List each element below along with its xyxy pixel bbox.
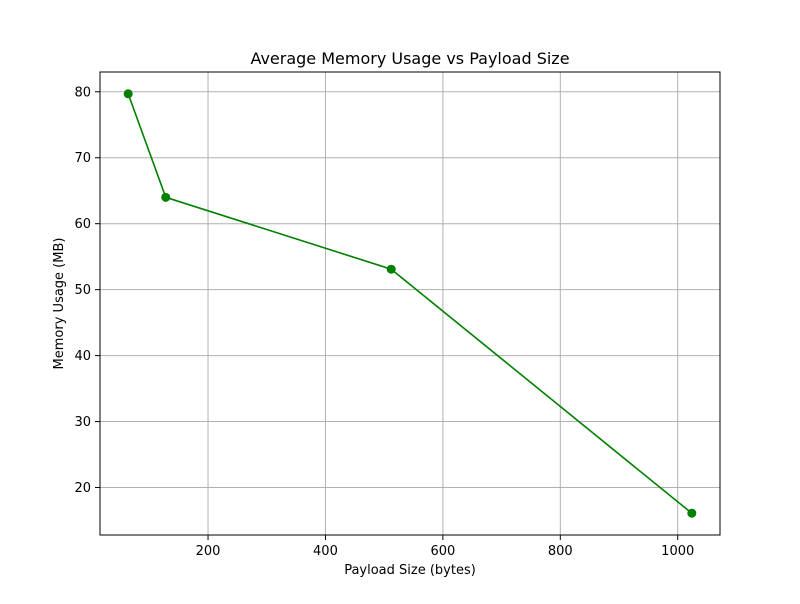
y-tick-label: 40	[74, 349, 91, 364]
y-tick-label: 50	[74, 283, 91, 298]
y-tick-label: 60	[74, 217, 91, 232]
x-tick-label: 400	[313, 544, 338, 559]
y-tick-label: 80	[74, 85, 91, 100]
x-tick-label: 800	[548, 544, 573, 559]
series-layer	[123, 89, 697, 518]
y-axis-label: Memory Usage (MB)	[52, 238, 67, 370]
x-tick-label: 600	[430, 544, 455, 559]
plot-area-frame	[99, 71, 721, 536]
data-point	[386, 264, 396, 274]
data-point	[161, 192, 171, 202]
axis-ticks: 200 400 600 800 1000 20 30 40 50 60 70 80	[74, 85, 694, 559]
series-line	[127, 93, 693, 514]
grid-lines	[100, 72, 720, 535]
y-tick-label: 70	[74, 151, 91, 166]
x-tick-label: 200	[196, 544, 221, 559]
y-tick-label: 30	[74, 415, 91, 430]
chart-title: Average Memory Usage vs Payload Size	[250, 49, 569, 68]
x-axis-label: Payload Size (bytes)	[344, 563, 476, 578]
data-point	[687, 508, 697, 518]
y-tick-label: 20	[74, 481, 91, 496]
data-point	[123, 89, 133, 99]
x-tick-label: 1000	[661, 544, 694, 559]
